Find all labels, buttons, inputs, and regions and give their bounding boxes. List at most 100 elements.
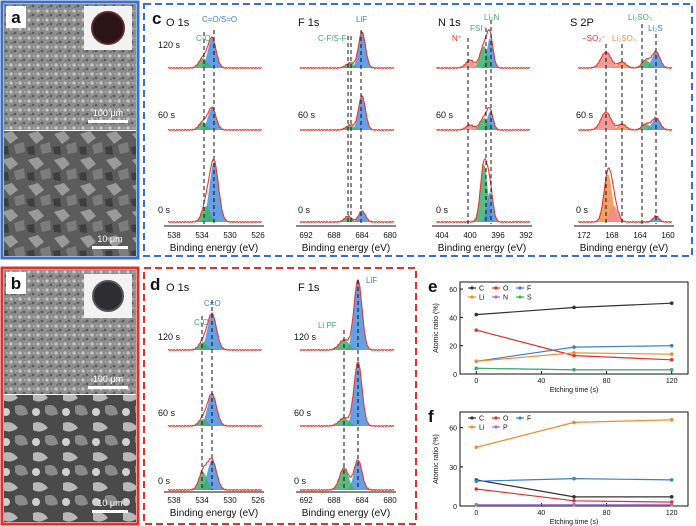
c-n-0-fit-line <box>435 157 531 224</box>
c-s-120-fit-line <box>577 50 673 70</box>
c-f1s-title: F 1s <box>298 17 320 29</box>
sem-b-bottom-scale-label: 10 μm <box>97 498 122 508</box>
x-axis-label: Etching time (s) <box>550 519 599 526</box>
c-f-0-component <box>300 216 394 222</box>
y-axis-label: Atomic ratio (%) <box>433 434 440 484</box>
c-o-tick: 530 <box>223 231 237 240</box>
y-axis-label: Atomic ratio (%) <box>433 303 440 353</box>
c-o1s-title: O 1s <box>166 17 190 29</box>
c-f-time-60: 60 s <box>298 110 316 120</box>
data-point-Li <box>474 445 479 450</box>
c-time-0: 0 s <box>158 205 171 215</box>
panel-letter-c: c <box>152 9 161 28</box>
c-s-tick: 172 <box>577 231 591 240</box>
data-point-O <box>669 500 674 504</box>
y-tick-label: 60 <box>449 287 457 294</box>
data-point-O <box>572 498 576 503</box>
panel-b-frame <box>0 266 140 526</box>
panel-letter-a: a <box>11 8 21 27</box>
c-o-0 <box>167 159 263 224</box>
d-f-label-lif: LiF <box>366 276 377 285</box>
d-f-0-component <box>300 468 394 490</box>
data-point-S <box>474 366 479 371</box>
c-xlabels: Binding energy (eV) Binding energy (eV) … <box>170 243 668 254</box>
legend-marker-O <box>494 416 498 420</box>
data-point-S <box>572 367 576 372</box>
d-time-120: 120 s <box>158 332 181 342</box>
panel-letter-b: b <box>11 274 21 293</box>
d-o-120-fit-line <box>167 312 263 352</box>
data-point-F <box>669 478 674 482</box>
d-o-0-fit-line <box>167 457 263 492</box>
sem-a-bottom-scalebar <box>92 246 128 249</box>
data-point-C <box>572 495 576 499</box>
legend-marker-C <box>470 286 474 290</box>
c-o-60 <box>167 106 263 132</box>
c-n-60-fit-line <box>435 106 531 132</box>
legend-label-P: P <box>503 425 508 432</box>
c-s-0-component <box>578 174 672 222</box>
c-o-0-fit-line <box>167 159 263 224</box>
c-f-tick: 688 <box>327 231 341 240</box>
c-n-60-component <box>436 118 530 130</box>
plot-frame-f <box>459 411 689 507</box>
series-line-C <box>476 479 672 498</box>
d-o-60-component <box>168 394 262 426</box>
c-s-xlabel: Binding energy (eV) <box>580 243 668 254</box>
c-o-label-co-so: C=O/S=O <box>202 15 237 24</box>
data-point-O <box>474 328 479 332</box>
legend-marker-S <box>518 295 522 299</box>
d-o-120 <box>167 312 263 352</box>
c-s-120-component <box>578 52 672 68</box>
c-f-xlabel: Binding energy (eV) <box>302 243 390 254</box>
c-o-tick: 534 <box>195 231 209 240</box>
d-f-tick: 688 <box>327 496 341 505</box>
d-f-60-component <box>300 362 394 426</box>
c-f-tick: 692 <box>299 231 313 240</box>
d-f-60-component <box>300 418 394 426</box>
data-point-Li <box>572 420 576 425</box>
d-f-time-60: 60 s <box>294 408 312 418</box>
sem-a-bottom-image <box>4 131 136 256</box>
sem-a-bottom-scale-label: 10 μm <box>97 234 122 244</box>
panel-d: d O 1s F 1s C=O C-O LiF Li PF 120 s 60 s… <box>143 267 417 525</box>
legend-marker-C <box>470 416 474 420</box>
c-n-time-0: 0 s <box>436 205 449 215</box>
data-point-P <box>474 502 479 507</box>
data-point-O <box>572 353 576 358</box>
sem-b-top-scalebar <box>88 386 128 389</box>
c-time-60: 60 s <box>158 110 176 120</box>
c-f-120-component <box>300 32 394 68</box>
legend-marker-F <box>518 286 522 290</box>
legend-label-F: F <box>527 286 531 293</box>
c-o-120 <box>167 35 263 70</box>
c-f-tick: 684 <box>355 231 369 240</box>
c-s-label-li2so3-b: Li₂SO₃ <box>612 34 636 43</box>
data-point-Li <box>669 418 674 422</box>
d-f-120 <box>299 278 395 352</box>
c-n-120 <box>435 28 531 70</box>
panel-letter-e: e <box>428 277 437 296</box>
y-tick-label: 0 <box>453 504 457 511</box>
c-f-60-fit-line <box>299 94 395 132</box>
c-n-tick: 392 <box>519 231 533 240</box>
x-axis-label: Etching time (s) <box>550 387 599 394</box>
c-o-60-component <box>168 108 262 130</box>
c-f-60-component <box>300 125 394 130</box>
d-o-label-c-o: C-O <box>194 318 209 327</box>
data-point-F <box>669 343 674 348</box>
d-f-120-fit-line <box>299 278 395 352</box>
chart-e: 0 20 40 60 0 40 80 120 Etching time (s) Atomic ra… <box>433 281 689 394</box>
legend-marker-P <box>494 425 498 429</box>
legend-label-F: F <box>527 416 531 423</box>
legend-label-Li: Li <box>479 425 485 432</box>
data-point-P <box>669 502 674 507</box>
d-o-tick: 538 <box>167 496 181 505</box>
d-f-label-lipf: Li PF <box>318 321 337 330</box>
c-s-60-component <box>578 124 672 130</box>
c-f-0-fit-line <box>299 210 395 224</box>
c-s-120-component <box>578 52 672 68</box>
y-tick-label: 60 <box>449 426 457 433</box>
d-o-tick: 530 <box>223 496 237 505</box>
data-point-C <box>572 305 576 310</box>
